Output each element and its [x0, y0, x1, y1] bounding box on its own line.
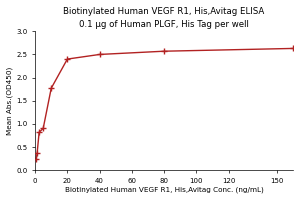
- Point: [37, 131, 41, 134]
- Point: [49, 87, 54, 90]
- Point: [162, 50, 167, 53]
- Point: [35, 151, 40, 155]
- X-axis label: Biotinylated Human VEGF R1, His,Avitag Conc. (ng/mL): Biotinylated Human VEGF R1, His,Avitag C…: [65, 187, 263, 193]
- Y-axis label: Mean Abs.(OD450): Mean Abs.(OD450): [7, 67, 14, 135]
- Title: Biotinylated Human VEGF R1, His,Avitag ELISA
0.1 μg of Human PLGF, His Tag per w: Biotinylated Human VEGF R1, His,Avitag E…: [64, 7, 265, 29]
- Point: [65, 57, 70, 61]
- Point: [41, 127, 46, 130]
- Point: [97, 53, 102, 56]
- Point: [291, 47, 296, 50]
- Point: [34, 158, 38, 161]
